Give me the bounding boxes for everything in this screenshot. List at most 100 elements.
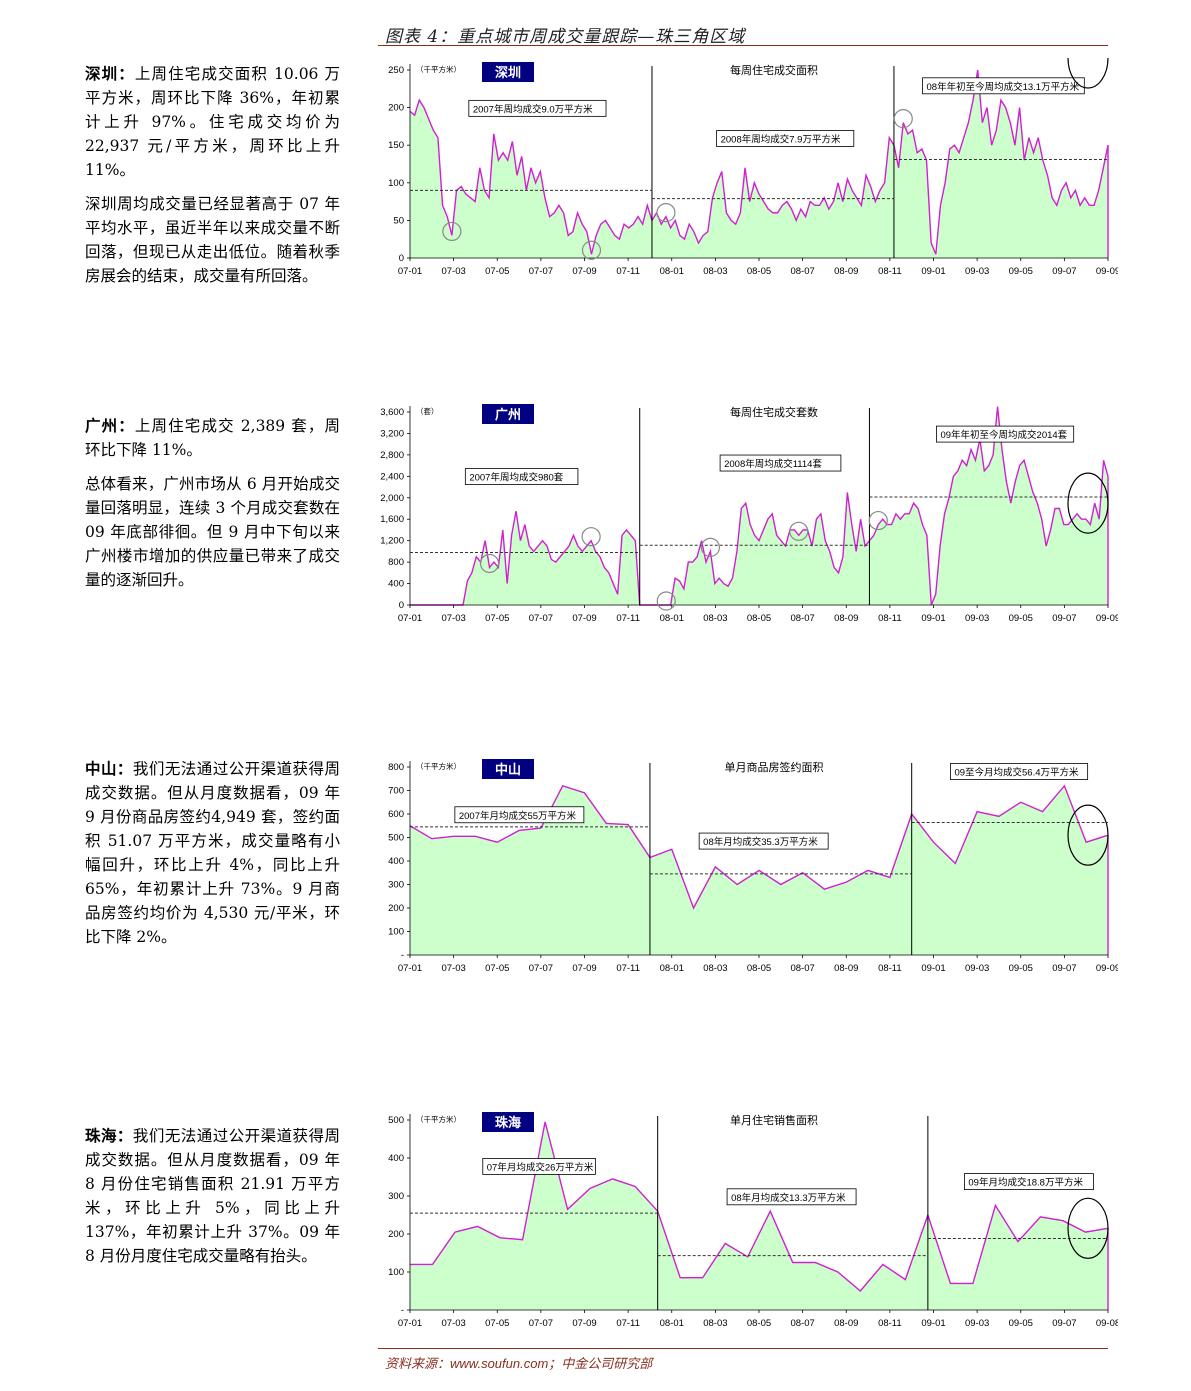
paragraph: 总体看来，广州市场从 6 月开始成交量回落明显，连续 3 个月成交套数在 09 … — [85, 475, 340, 589]
commentary-shenzhen: 深圳：上周住宅成交面积 10.06 万平方米，周环比下降 36%，年初累计上升 … — [85, 62, 340, 298]
annotation-box — [464, 468, 579, 485]
x-tick-label: 07-05 — [485, 266, 509, 277]
bottom-rule — [378, 1348, 1108, 1349]
x-tick-label: 09-08 — [1096, 1318, 1118, 1329]
paragraph: 上周住宅成交面积 10.06 万平方米，周环比下降 36%，年初累计上升 97%… — [85, 65, 340, 179]
y-tick-label: 250 — [388, 65, 404, 76]
annotation-box — [964, 1173, 1094, 1190]
series-area — [410, 406, 1108, 605]
unit-label: （千平方米） — [416, 64, 461, 74]
chart-zhongshan: 800 700 600 500 400 300 200 100 - 07-01 07-03 07-05… — [378, 755, 1120, 989]
annotation-box — [454, 806, 585, 824]
x-tick-label: 08-07 — [790, 266, 814, 277]
low-marker-circle — [893, 109, 913, 129]
y-tick-label: 100 — [388, 178, 404, 189]
city-badge — [482, 62, 534, 82]
series-area — [410, 785, 1108, 955]
commentary-zhuhai: 珠海：我们无法通过公开渠道获得周成交数据。但从月度数据看，09 年 8 月份住宅… — [85, 1124, 340, 1278]
city-label: 深圳： — [85, 64, 135, 83]
annotation-box — [726, 1188, 857, 1206]
low-marker-circle — [700, 537, 721, 557]
x-tick-label: 07-09 — [572, 1318, 596, 1329]
x-tick-label: 09-05 — [1009, 613, 1033, 624]
annotation-label: 07年月均成交26万平方米 — [487, 1161, 594, 1173]
x-tick-label: 07-03 — [441, 266, 465, 277]
city-badge-label: 珠海 — [495, 1115, 521, 1130]
annotation-label: 09至今月均成交56.4万平方米 — [954, 767, 1079, 779]
x-tick-label: 09-05 — [1009, 963, 1033, 974]
x-tick-label: 09-01 — [921, 266, 945, 277]
chart-shenzhen: 250 200 150 100 50 0 07-01 07-03 07-05 07-07 07-09… — [378, 27, 1120, 292]
x-tick-label: 08-05 — [747, 266, 771, 277]
x-tick-label: 07-11 — [616, 266, 640, 277]
y-tick-label: 100 — [388, 927, 404, 938]
y-tick-label: 150 — [388, 140, 404, 151]
city-label: 中山： — [85, 759, 133, 778]
city-badge-label: 深圳 — [495, 65, 521, 80]
annotation-label: 2007年月均成交55万平方米 — [459, 810, 577, 822]
annotation-box — [716, 130, 855, 147]
low-marker-circle — [479, 553, 500, 574]
y-tick-label: 400 — [388, 1153, 404, 1164]
x-tick-label: 07-07 — [529, 1318, 553, 1329]
x-tick-label: 07-09 — [572, 613, 596, 624]
commentary-zhongshan: 中山：我们无法通过公开渠道获得周成交数据。但从月度数据看，09 年 9 月份商品… — [85, 757, 340, 959]
chart-title: 单月商品房签约面积 — [725, 760, 824, 774]
source-url: www.soufun.com — [450, 1356, 549, 1371]
x-tick-label: 08-09 — [834, 613, 858, 624]
x-tick-label: 08-01 — [660, 266, 684, 277]
y-tick-label: 400 — [388, 856, 404, 867]
low-marker-circle — [581, 527, 601, 547]
low-marker-circle — [656, 203, 676, 223]
unit-label: （套） — [416, 406, 439, 416]
annotation-label: 09年年初至今周均成交2014套 — [940, 429, 1067, 441]
annotation-label: 2008年周均成交1114套 — [724, 458, 822, 470]
x-tick-label: 08-11 — [878, 613, 902, 624]
x-tick-label: 08-03 — [703, 963, 727, 974]
x-tick-label: 07-11 — [616, 963, 640, 974]
annotation-box — [922, 77, 1085, 95]
city-badge-label: 中山 — [495, 762, 521, 777]
commentary-guangzhou: 广州：上周住宅成交 2,389 套，周环比下降 11%。 总体看来，广州市场从 … — [85, 414, 340, 602]
x-tick-label: 09-01 — [921, 613, 945, 624]
y-tick-label: 2,000 — [380, 493, 404, 504]
annotation-label: 08年月均成交13.3万平方米 — [731, 1192, 846, 1204]
x-tick-label: 09-09 — [1096, 266, 1118, 277]
y-tick-label: 50 — [393, 215, 404, 226]
x-tick-label: 09-07 — [1052, 963, 1076, 974]
y-tick-label: 800 — [388, 557, 404, 568]
x-tick-label: 07-05 — [485, 963, 509, 974]
series-line — [410, 1121, 1109, 1292]
x-tick-label: 07-07 — [529, 266, 553, 277]
y-tick-label: 700 — [388, 786, 404, 797]
x-tick-label: 08-11 — [878, 963, 902, 974]
x-tick-label: 09-05 — [1009, 1318, 1033, 1329]
city-badge — [482, 1112, 534, 1132]
y-tick-label: 200 — [388, 903, 404, 914]
paragraph: 我们无法通过公开渠道获得周成交数据。但从月度数据看，09 年 8 月份住宅销售面… — [85, 1127, 340, 1265]
y-tick-label: 400 — [388, 579, 404, 590]
city-label: 广州： — [85, 416, 135, 435]
chart-title: 每周住宅成交面积 — [730, 63, 818, 77]
x-tick-label: 07-03 — [441, 963, 465, 974]
low-marker-circle — [789, 521, 809, 541]
annotation-label: 08年月均成交35.3万平方米 — [703, 836, 818, 848]
y-tick-label: 0 — [399, 600, 404, 611]
x-tick-label: 08-01 — [660, 963, 684, 974]
x-tick-label: 09-01 — [921, 1318, 945, 1329]
paragraph: 上周住宅成交 2,389 套，周环比下降 11%。 — [85, 417, 340, 459]
y-tick-label: 800 — [388, 762, 404, 773]
x-tick-label: 08-01 — [660, 1318, 684, 1329]
low-marker-circle — [442, 221, 462, 242]
x-tick-label: 09-01 — [921, 963, 945, 974]
annotation-label: 2007年周均成交980套 — [469, 472, 563, 484]
annotation-box — [936, 425, 1075, 443]
x-tick-label: 09-03 — [965, 963, 989, 974]
low-marker-circle — [868, 510, 888, 531]
x-tick-label: 07-05 — [485, 613, 509, 624]
x-tick-label: 07-07 — [529, 613, 553, 624]
x-tick-label: 08-09 — [834, 266, 858, 277]
annotation-box — [950, 763, 1089, 780]
x-tick-label: 08-07 — [790, 963, 814, 974]
city-label: 珠海： — [85, 1126, 133, 1145]
